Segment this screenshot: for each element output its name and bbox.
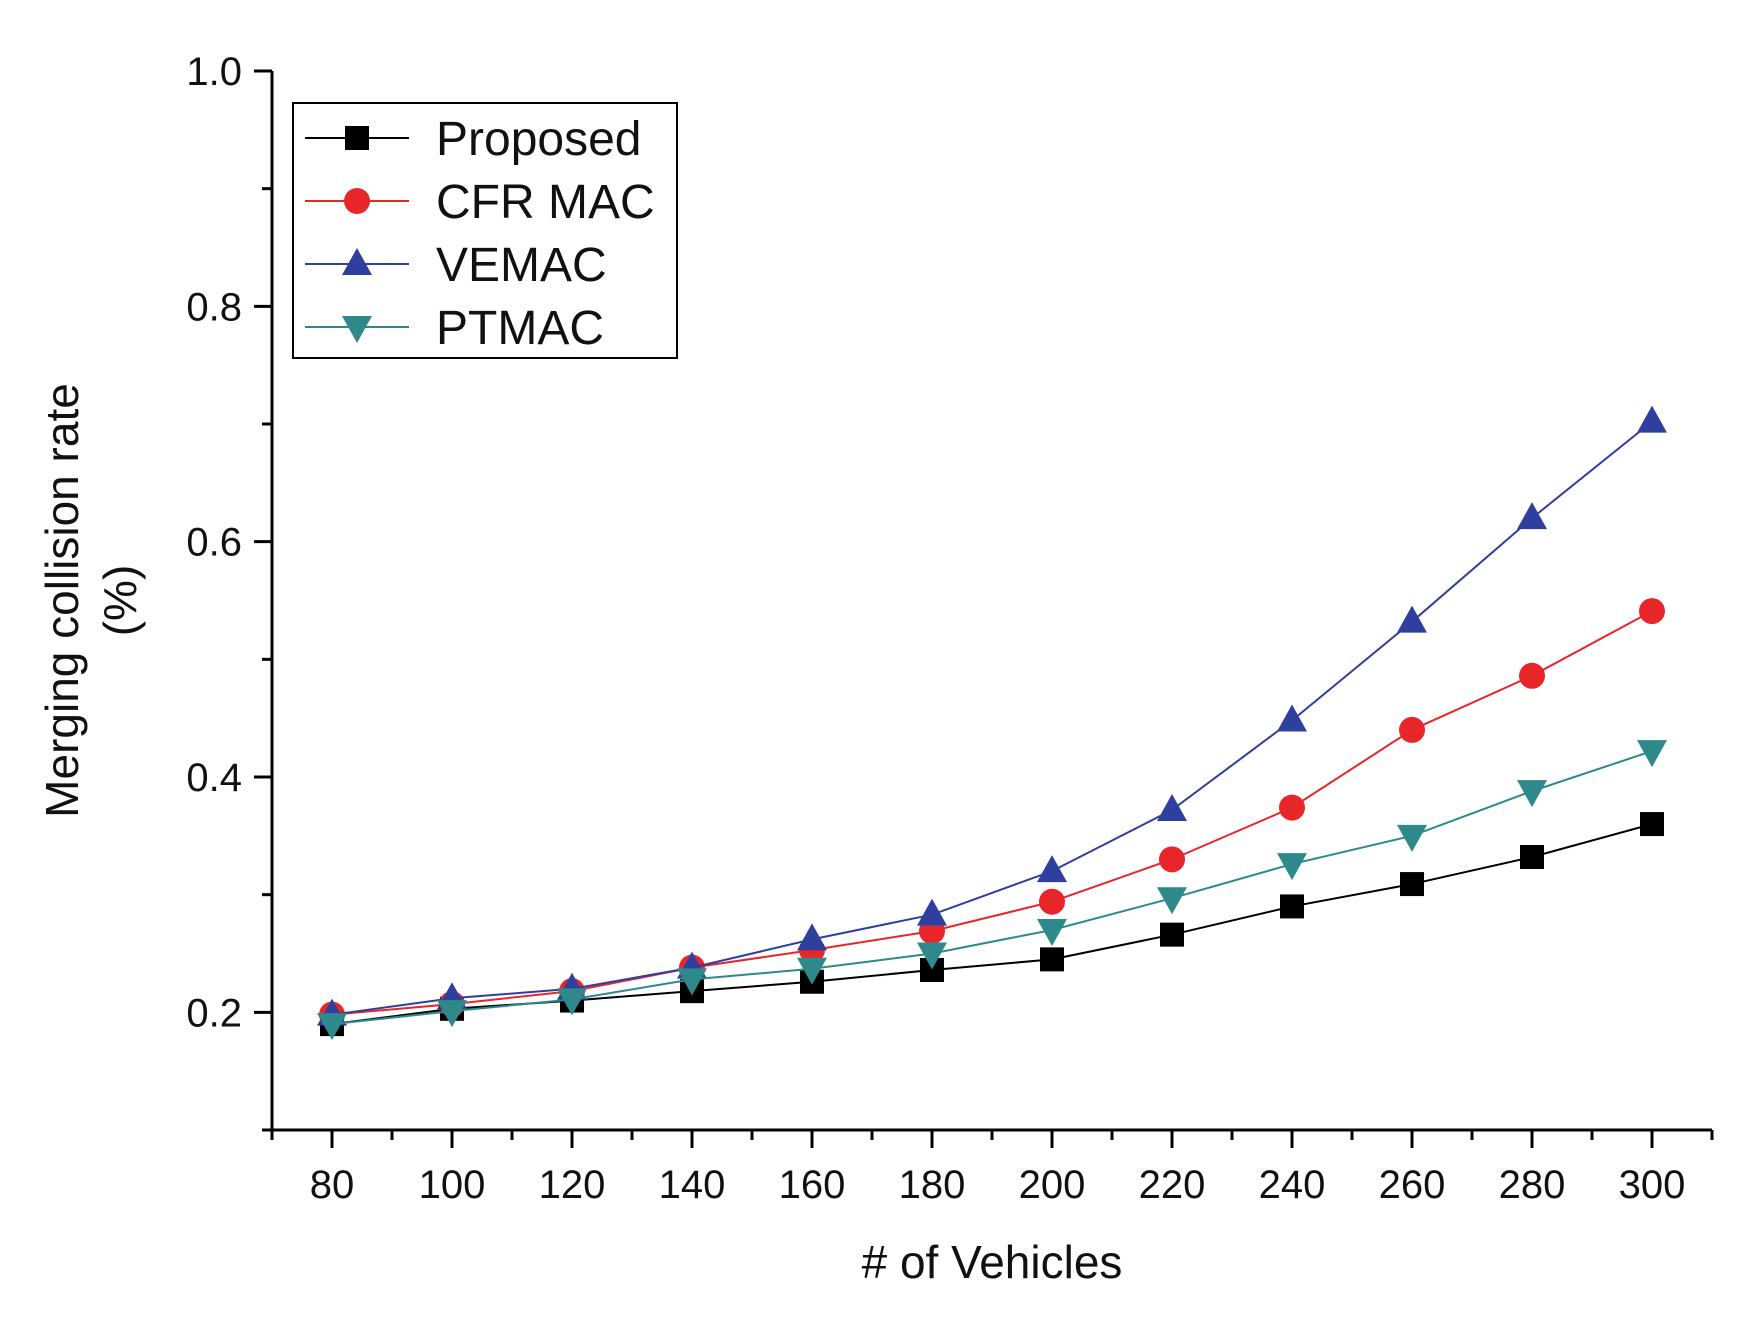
data-point-cfr-mac	[1039, 888, 1065, 915]
legend-marker-vemac	[342, 248, 372, 275]
legend-label-ptmac: PTMAC	[436, 302, 604, 355]
data-point-vemac	[1517, 502, 1547, 530]
y-tick-label: 1.0	[186, 50, 242, 94]
y-tick-label: 0.6	[186, 521, 242, 565]
series-ptmac	[317, 740, 1667, 1041]
axes: 0.2 0.4 0.6 0.8 1.0 80 100 120 140 160 180 200 220 24…	[186, 50, 1714, 1207]
data-point-cfr-mac	[1399, 716, 1425, 743]
data-point-ptmac	[677, 968, 707, 996]
y-tick-label: 0.4	[186, 756, 242, 800]
x-tick-label: 100	[419, 1163, 486, 1207]
data-point-cfr-mac	[1159, 846, 1185, 873]
legend-label-cfr-mac: CFR MAC	[436, 176, 655, 229]
data-point-ptmac	[437, 1000, 467, 1028]
x-tick-label: 120	[539, 1163, 606, 1207]
x-tick-label: 240	[1259, 1163, 1326, 1207]
data-point-ptmac	[1397, 824, 1427, 852]
x-tick-label: 200	[1019, 1163, 1086, 1207]
data-point-ptmac	[557, 988, 587, 1016]
data-point-proposed	[1400, 872, 1424, 897]
series-line-vemac	[331, 420, 1653, 1016]
series-cfr-mac	[319, 598, 1665, 1028]
data-point-vemac	[1277, 704, 1307, 732]
x-tick-label: 220	[1139, 1163, 1206, 1207]
data-point-ptmac	[1157, 887, 1187, 915]
data-point-ptmac	[1277, 853, 1307, 881]
series-layer	[317, 405, 1667, 1041]
data-point-cfr-mac	[1519, 662, 1545, 689]
series-vemac	[317, 405, 1667, 1026]
series-line-ptmac	[331, 750, 1653, 1026]
legend-marker-proposed	[345, 126, 369, 150]
data-point-cfr-mac	[1639, 598, 1665, 625]
data-point-proposed	[1280, 894, 1304, 919]
data-point-proposed	[1040, 947, 1064, 972]
data-point-vemac	[1637, 405, 1667, 433]
x-tick-label: 80	[310, 1163, 355, 1207]
y-axis-title-line: (%)	[94, 565, 146, 637]
data-point-vemac	[797, 923, 827, 951]
x-tick-label: 180	[899, 1163, 966, 1207]
data-point-proposed	[1160, 922, 1184, 947]
data-point-ptmac	[797, 957, 827, 985]
series-line-proposed	[331, 823, 1653, 1026]
legend-label-proposed: Proposed	[436, 113, 641, 166]
y-axis-title: Merging collision rate (%)	[36, 383, 146, 818]
data-point-ptmac	[1517, 780, 1547, 808]
data-point-ptmac	[1037, 918, 1067, 946]
data-point-vemac	[1037, 855, 1067, 883]
legend-marker-cfr-mac	[344, 188, 370, 214]
series-proposed	[320, 812, 1664, 1037]
x-axis-title: # of Vehicles	[862, 1236, 1123, 1288]
data-point-vemac	[1157, 793, 1187, 821]
x-tick-label: 300	[1619, 1163, 1686, 1207]
x-tick-label: 140	[659, 1163, 726, 1207]
data-point-cfr-mac	[1279, 794, 1305, 821]
y-tick-label: 0.2	[186, 991, 242, 1035]
legend: Proposed CFR MAC VEMAC PTMAC	[292, 102, 678, 359]
data-point-vemac	[1397, 605, 1427, 633]
legend-label-vemac: VEMAC	[436, 239, 607, 292]
data-point-proposed	[1520, 845, 1544, 870]
y-tick-label: 0.8	[186, 285, 242, 329]
data-point-proposed	[1640, 812, 1664, 837]
x-tick-label: 260	[1379, 1163, 1446, 1207]
data-point-ptmac	[917, 942, 947, 970]
x-tick-label: 160	[779, 1163, 846, 1207]
legend-marker-ptmac	[342, 316, 372, 343]
data-point-ptmac	[317, 1013, 347, 1041]
x-tick-label: 280	[1499, 1163, 1566, 1207]
series-line-cfr-mac	[331, 610, 1653, 1016]
y-axis-title-line: Merging collision rate	[36, 383, 88, 818]
data-point-ptmac	[1637, 740, 1667, 768]
data-point-vemac	[917, 898, 947, 926]
